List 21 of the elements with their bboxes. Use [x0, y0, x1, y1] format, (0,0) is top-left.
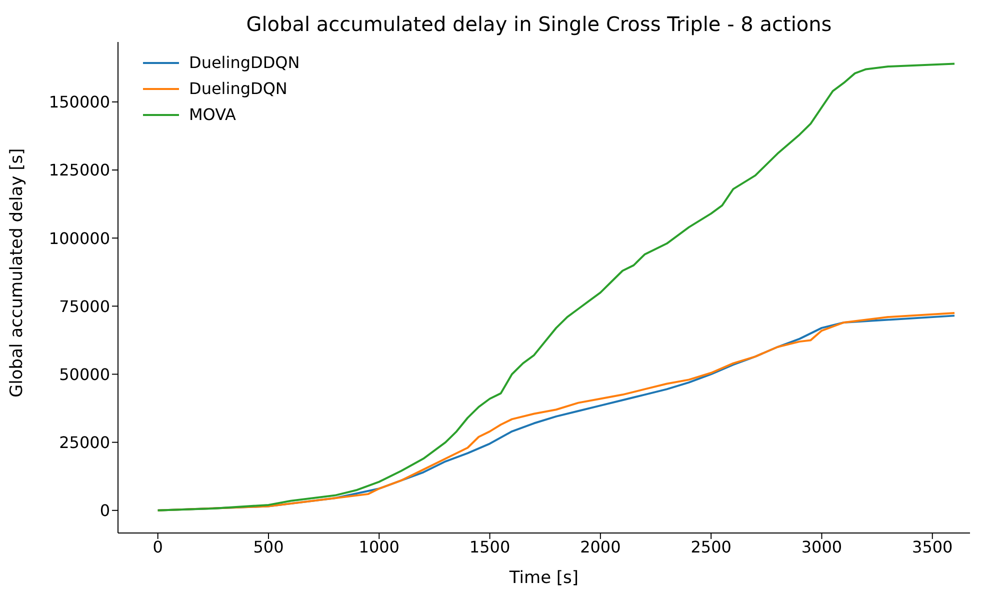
x-tick-label: 2000 — [580, 537, 621, 556]
y-tick-label: 125000 — [48, 160, 110, 180]
y-tick-label: 50000 — [59, 364, 110, 384]
legend-label: DuelingDQN — [189, 78, 288, 100]
y-tick-label: 100000 — [48, 228, 110, 248]
x-tick-label: 3500 — [912, 537, 953, 556]
x-tick-label: 0 — [152, 537, 163, 556]
x-tick-label: 2500 — [690, 537, 732, 556]
y-tick-label: 75000 — [59, 296, 110, 316]
x-axis-title: Time [s] — [508, 568, 579, 588]
x-tick-label: 500 — [253, 537, 284, 556]
legend-label: MOVA — [189, 104, 236, 126]
y-tick-label: 0 — [100, 501, 110, 520]
chart-title: Global accumulated delay in Single Cross Triple - 8 actions — [245, 11, 833, 38]
y-axis-title: Global accumulated delay [s] — [7, 148, 28, 398]
x-tick-label: 1500 — [469, 537, 510, 556]
x-tick-label: 1000 — [358, 537, 400, 556]
legend-label: DuelingDDQN — [189, 52, 300, 74]
y-tick-label: 25000 — [59, 432, 110, 452]
y-tick-label: 150000 — [48, 92, 110, 112]
x-tick-label: 3000 — [801, 537, 842, 556]
